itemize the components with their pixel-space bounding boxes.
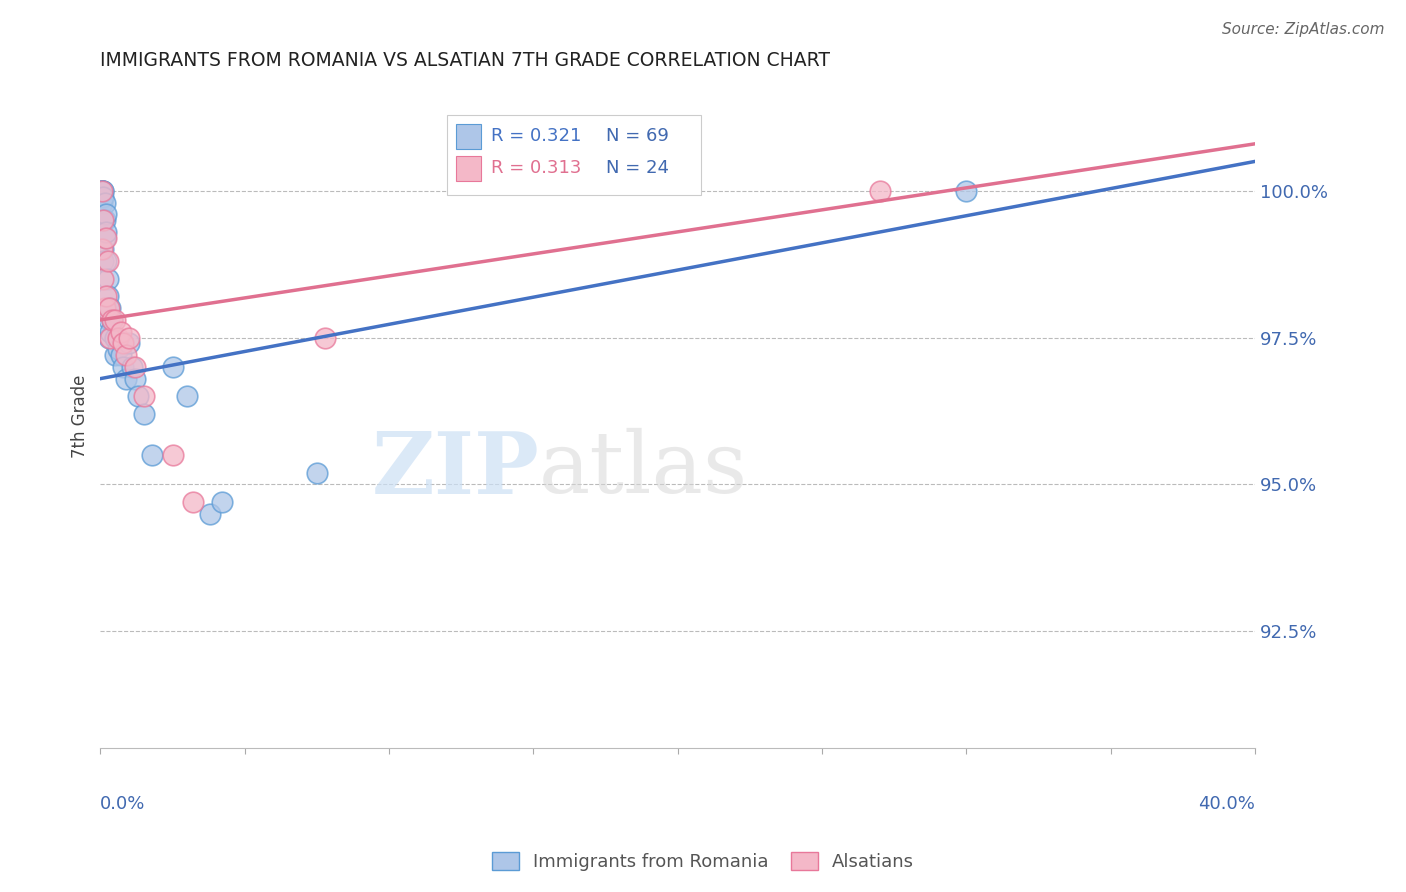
Point [91,184,114,198]
Point [100,330,122,344]
Point [118,336,141,351]
Point [91,189,114,203]
Point [90,243,112,257]
Text: 0.0%: 0.0% [100,795,146,813]
Y-axis label: 7th Grade: 7th Grade [72,376,89,458]
Point [124,371,146,385]
FancyBboxPatch shape [447,115,700,194]
Text: R = 0.313: R = 0.313 [491,159,581,177]
Point [132,407,155,421]
Point [90,184,112,198]
Point [314,330,336,344]
Point [124,359,146,374]
Point [98,301,121,316]
Point [100,325,122,339]
Point [198,507,221,521]
Point [97,254,120,268]
Point [94,254,117,268]
Point [98,330,121,344]
Point [98,313,121,327]
Point [93,301,115,316]
Text: atlas: atlas [538,428,748,511]
Point [104,330,127,344]
Text: IMMIGRANTS FROM ROMANIA VS ALSATIAN 7TH GRADE CORRELATION CHART: IMMIGRANTS FROM ROMANIA VS ALSATIAN 7TH … [100,51,831,70]
Point [132,389,155,403]
Point [94,207,117,221]
Point [90,184,112,198]
Point [91,254,114,268]
Point [94,289,117,303]
Point [104,348,127,362]
Point [115,371,138,385]
Point [94,231,117,245]
Text: ZIP: ZIP [371,428,538,512]
Bar [456,156,481,181]
Point [90,195,112,210]
Text: N = 24: N = 24 [606,159,669,177]
Text: N = 69: N = 69 [606,128,669,145]
Point [181,495,204,509]
Point [141,448,163,462]
Bar [456,124,481,150]
Point [90,184,112,198]
Point [112,336,135,351]
Point [94,225,117,239]
Point [101,313,124,327]
Point [162,359,184,374]
Point [869,184,891,198]
Point [110,325,132,339]
Point [107,330,129,344]
Point [115,348,138,362]
Text: Source: ZipAtlas.com: Source: ZipAtlas.com [1222,22,1385,37]
Point [93,195,115,210]
Point [211,495,233,509]
Point [107,343,129,357]
Point [104,313,127,327]
Point [91,243,114,257]
Point [97,272,120,286]
Point [98,301,121,316]
Point [101,313,124,327]
Point [90,184,112,198]
Point [93,213,115,227]
Point [110,348,132,362]
Point [162,448,184,462]
Legend: Immigrants from Romania, Alsatians: Immigrants from Romania, Alsatians [485,846,921,879]
Point [91,213,114,227]
Text: R = 0.321: R = 0.321 [491,128,581,145]
Point [90,184,112,198]
Point [112,359,135,374]
Point [127,389,149,403]
Point [176,389,198,403]
Point [118,330,141,344]
Point [91,213,114,227]
Point [91,272,114,286]
Point [97,289,120,303]
Point [91,184,114,198]
Point [100,301,122,316]
Point [955,184,977,198]
Point [93,231,115,245]
Point [305,466,328,480]
Text: 40.0%: 40.0% [1198,795,1256,813]
Point [121,359,143,374]
